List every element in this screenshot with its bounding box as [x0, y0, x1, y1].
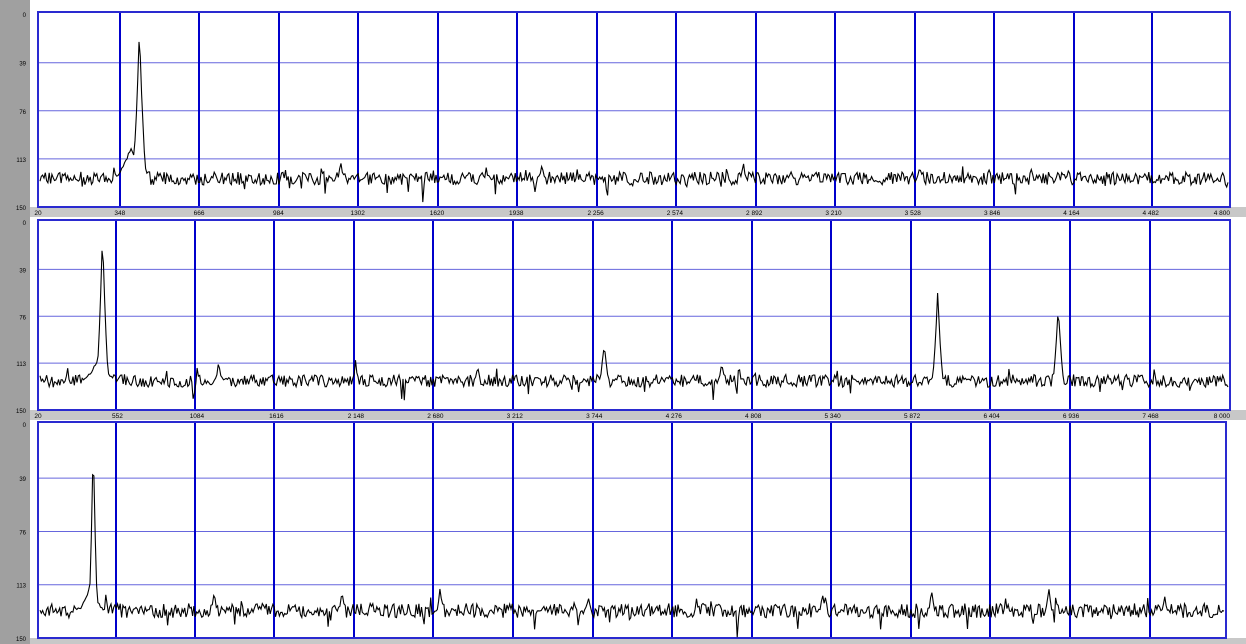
spectrum-panel-1: 0 39 76 113 150 20 348 666 984 1302 1620 1938 2 256 2… — [16, 11, 1246, 217]
y-tick-label: 113 — [16, 158, 26, 164]
x-tick-label: 3 212 — [507, 413, 524, 420]
spectrum-trace — [39, 473, 1225, 638]
x-tick-label: 2 148 — [348, 413, 365, 420]
x-tick-label: 20 — [34, 210, 42, 217]
y-tick-label: 113 — [16, 362, 26, 368]
plot-area — [38, 422, 1226, 638]
spectrum-panel-3: 0 39 76 113 150 — [16, 421, 1246, 644]
x-tick-label: 552 — [112, 413, 123, 420]
y-tick-label: 150 — [16, 637, 27, 643]
x-tick-label: 4 482 — [1143, 210, 1160, 217]
y-tick-label: 76 — [19, 530, 26, 536]
x-tick-label: 4 800 — [1214, 210, 1231, 217]
plot-border — [37, 421, 1227, 639]
y-tick-label: 39 — [19, 477, 26, 483]
y-axis-strip — [0, 0, 30, 644]
y-tick-label: 0 — [23, 221, 27, 227]
y-tick-label: 76 — [19, 315, 26, 321]
x-tick-label: 1084 — [190, 413, 205, 420]
y-tick-label: 0 — [23, 423, 27, 429]
x-tick-label: 5 872 — [904, 413, 921, 420]
x-tick-label: 2 680 — [427, 413, 444, 420]
x-tick-label: 1616 — [269, 413, 284, 420]
spectrum-trace — [39, 41, 1229, 203]
x-tick-label: 1302 — [350, 210, 365, 217]
x-tick-label: 20 — [34, 413, 42, 420]
x-tick-band — [30, 207, 1246, 217]
x-tick-label: 2 256 — [587, 210, 604, 217]
y-tick-label: 150 — [16, 206, 27, 212]
x-tick-label: 6 404 — [983, 413, 1000, 420]
x-tick-label: 4 276 — [666, 413, 683, 420]
x-tick-label: 984 — [273, 210, 284, 217]
x-tick-label: 3 744 — [586, 413, 603, 420]
x-tick-label: 666 — [194, 210, 205, 217]
x-tick-label: 1620 — [430, 210, 445, 217]
x-tick-label: 8 000 — [1214, 413, 1231, 420]
x-tick-label: 7 468 — [1142, 413, 1159, 420]
x-tick-label: 4 164 — [1063, 210, 1080, 217]
x-tick-label: 348 — [114, 210, 125, 217]
y-tick-label: 0 — [23, 13, 27, 19]
x-tick-band — [30, 410, 1246, 420]
y-tick-label: 150 — [16, 409, 27, 415]
x-tick-label: 3 846 — [984, 210, 1001, 217]
spectrum-trace — [39, 250, 1229, 401]
plot-border — [37, 11, 1231, 208]
x-tick-label: 3 210 — [825, 210, 842, 217]
spectrum-panel-2: 0 39 76 113 150 20 552 1084 1616 2 148 2 680 3 212 3… — [16, 219, 1246, 420]
x-tick-label: 3 528 — [905, 210, 922, 217]
plot-area — [38, 12, 1230, 207]
x-tick-label: 2 574 — [667, 210, 684, 217]
y-tick-label: 113 — [16, 584, 26, 590]
x-tick-label: 6 936 — [1063, 413, 1080, 420]
x-tick-label: 4 808 — [745, 413, 762, 420]
plot-border — [37, 219, 1231, 411]
x-tick-band — [30, 638, 1246, 644]
y-tick-label: 39 — [19, 268, 26, 274]
x-tick-label: 1938 — [509, 210, 524, 217]
x-tick-label: 2 892 — [746, 210, 763, 217]
y-tick-label: 76 — [19, 110, 26, 116]
y-tick-label: 39 — [19, 62, 26, 68]
x-tick-label: 5 340 — [825, 413, 842, 420]
